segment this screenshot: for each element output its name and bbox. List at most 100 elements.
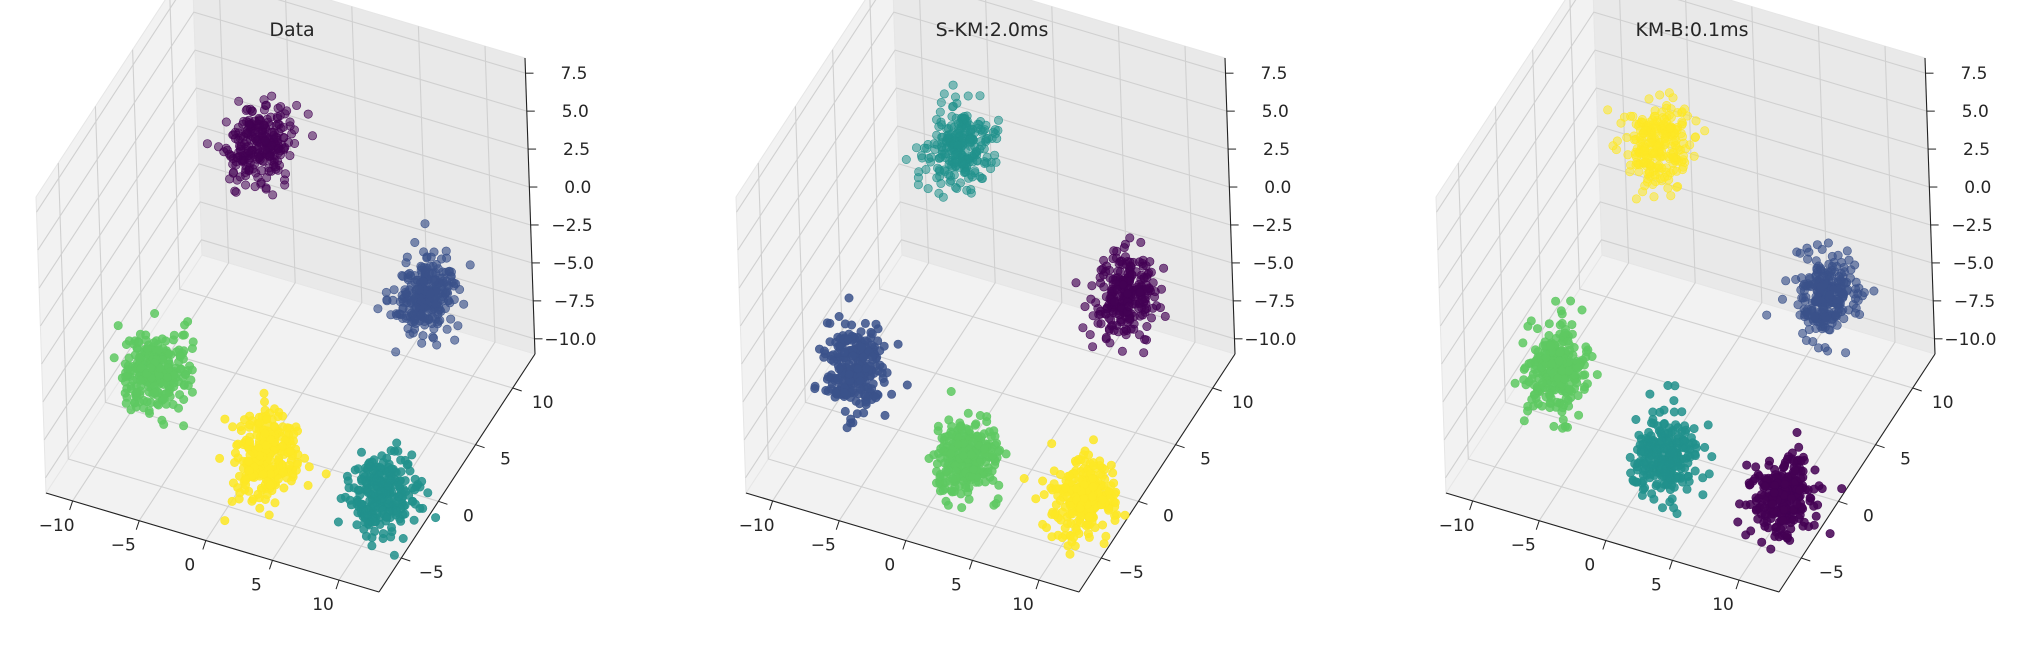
x-tick-label: −10 xyxy=(1439,516,1475,536)
scatter-point xyxy=(956,421,966,431)
scatter-point xyxy=(291,465,301,475)
scatter-point xyxy=(391,347,401,357)
scatter-point xyxy=(1546,341,1556,351)
scatter-point xyxy=(139,403,149,413)
y-gridline xyxy=(869,0,1213,389)
scatter-point xyxy=(221,117,231,127)
scatter-point xyxy=(280,180,290,190)
scatter-point xyxy=(1088,342,1098,352)
scatter-point xyxy=(336,493,346,503)
scatter-point xyxy=(980,159,990,169)
scatter-point xyxy=(250,182,260,192)
scatter-point xyxy=(1071,523,1081,533)
y-tick-label: 10 xyxy=(1232,393,1254,413)
scatter-point xyxy=(449,281,459,291)
scatter-point xyxy=(255,503,265,513)
x-tick-label: 10 xyxy=(1712,595,1734,615)
scatter-point xyxy=(1651,177,1661,187)
scatter-point xyxy=(917,153,927,163)
scatter-point xyxy=(321,469,331,479)
scatter-point xyxy=(1823,346,1833,356)
scatter-point xyxy=(943,130,953,140)
scatter-point xyxy=(1644,94,1654,104)
scatter-point xyxy=(134,353,144,363)
scatter-point xyxy=(1834,304,1844,314)
scatter-point xyxy=(402,288,412,298)
z-tick-label: −7.5 xyxy=(1954,292,1995,312)
x-gridline xyxy=(72,0,230,502)
scatter-point xyxy=(1136,237,1146,247)
scatter-point xyxy=(227,496,237,506)
scatter-point xyxy=(1825,290,1835,300)
scatter-point xyxy=(1047,532,1057,542)
scatter-point xyxy=(1779,505,1789,515)
scatter-point xyxy=(398,533,408,543)
z-tick-label: −2.5 xyxy=(1951,216,1992,236)
scatter-point xyxy=(944,415,954,425)
scatter-point xyxy=(958,451,968,461)
cluster-teal xyxy=(333,438,441,560)
scatter-point xyxy=(388,295,398,305)
scatter-point xyxy=(1795,485,1805,495)
scatter-point xyxy=(400,455,410,465)
scatter-point xyxy=(146,398,156,408)
scatter-point xyxy=(1107,321,1117,331)
z-gridline xyxy=(736,0,1226,213)
scatter-point xyxy=(1088,311,1098,321)
scatter-point xyxy=(1760,481,1770,491)
scatter-point xyxy=(1569,342,1579,352)
scatter-point xyxy=(982,417,992,427)
scatter-point xyxy=(1108,468,1118,478)
x-tick xyxy=(1035,579,1040,590)
scatter-point xyxy=(1662,478,1672,488)
x-tick-label: 0 xyxy=(184,556,195,576)
z-tick-label: −10.0 xyxy=(1944,330,1996,350)
y-tick xyxy=(1912,387,1922,392)
z-tick-label: −5.0 xyxy=(1253,254,1294,274)
scatter-point xyxy=(1124,301,1134,311)
scatter-point xyxy=(1808,337,1818,347)
scatter-point xyxy=(1707,452,1717,462)
scatter-point xyxy=(987,451,997,461)
x-tick xyxy=(1469,500,1474,511)
y-tick xyxy=(438,500,448,505)
scatter-point xyxy=(1523,406,1533,416)
scatter-point xyxy=(848,351,858,361)
scatter-point xyxy=(272,112,282,122)
x-tick xyxy=(1668,560,1673,570)
scatter-point xyxy=(420,219,430,229)
scatter-point xyxy=(940,478,950,488)
scatter-point xyxy=(1106,460,1116,470)
scatter-point xyxy=(840,406,850,416)
scatter-point xyxy=(1672,182,1682,192)
scatter-point xyxy=(415,309,425,319)
y-tick-label: −5 xyxy=(419,563,444,583)
scatter-point xyxy=(861,397,871,407)
scatter-point xyxy=(1019,473,1029,483)
scatter-point xyxy=(179,394,189,404)
z-tick-label: −10.0 xyxy=(1244,330,1296,350)
axis-lines xyxy=(45,57,536,593)
scatter-point xyxy=(1530,345,1540,355)
scatter-point xyxy=(1126,324,1136,334)
scatter-point xyxy=(1109,478,1119,488)
scatter-point xyxy=(382,512,392,522)
scatter-point xyxy=(1142,335,1152,345)
scatter-point xyxy=(443,296,453,306)
scatter-point xyxy=(1690,466,1700,476)
scatter-point xyxy=(1110,515,1120,525)
scatter-point xyxy=(1746,526,1756,536)
scatter-point xyxy=(856,342,866,352)
scatter-point xyxy=(1793,300,1803,310)
scatter-point xyxy=(1060,523,1070,533)
scatter-point xyxy=(1766,544,1776,554)
scatter-point xyxy=(303,109,313,119)
scatter-point xyxy=(1671,141,1681,151)
scatter-point xyxy=(387,464,397,474)
x-gridline xyxy=(838,0,996,522)
scatter-point xyxy=(1782,530,1792,540)
scatter-point xyxy=(1855,309,1865,319)
scatter-point xyxy=(253,489,263,499)
scatter-point xyxy=(979,444,989,454)
scatter-point xyxy=(255,418,265,428)
